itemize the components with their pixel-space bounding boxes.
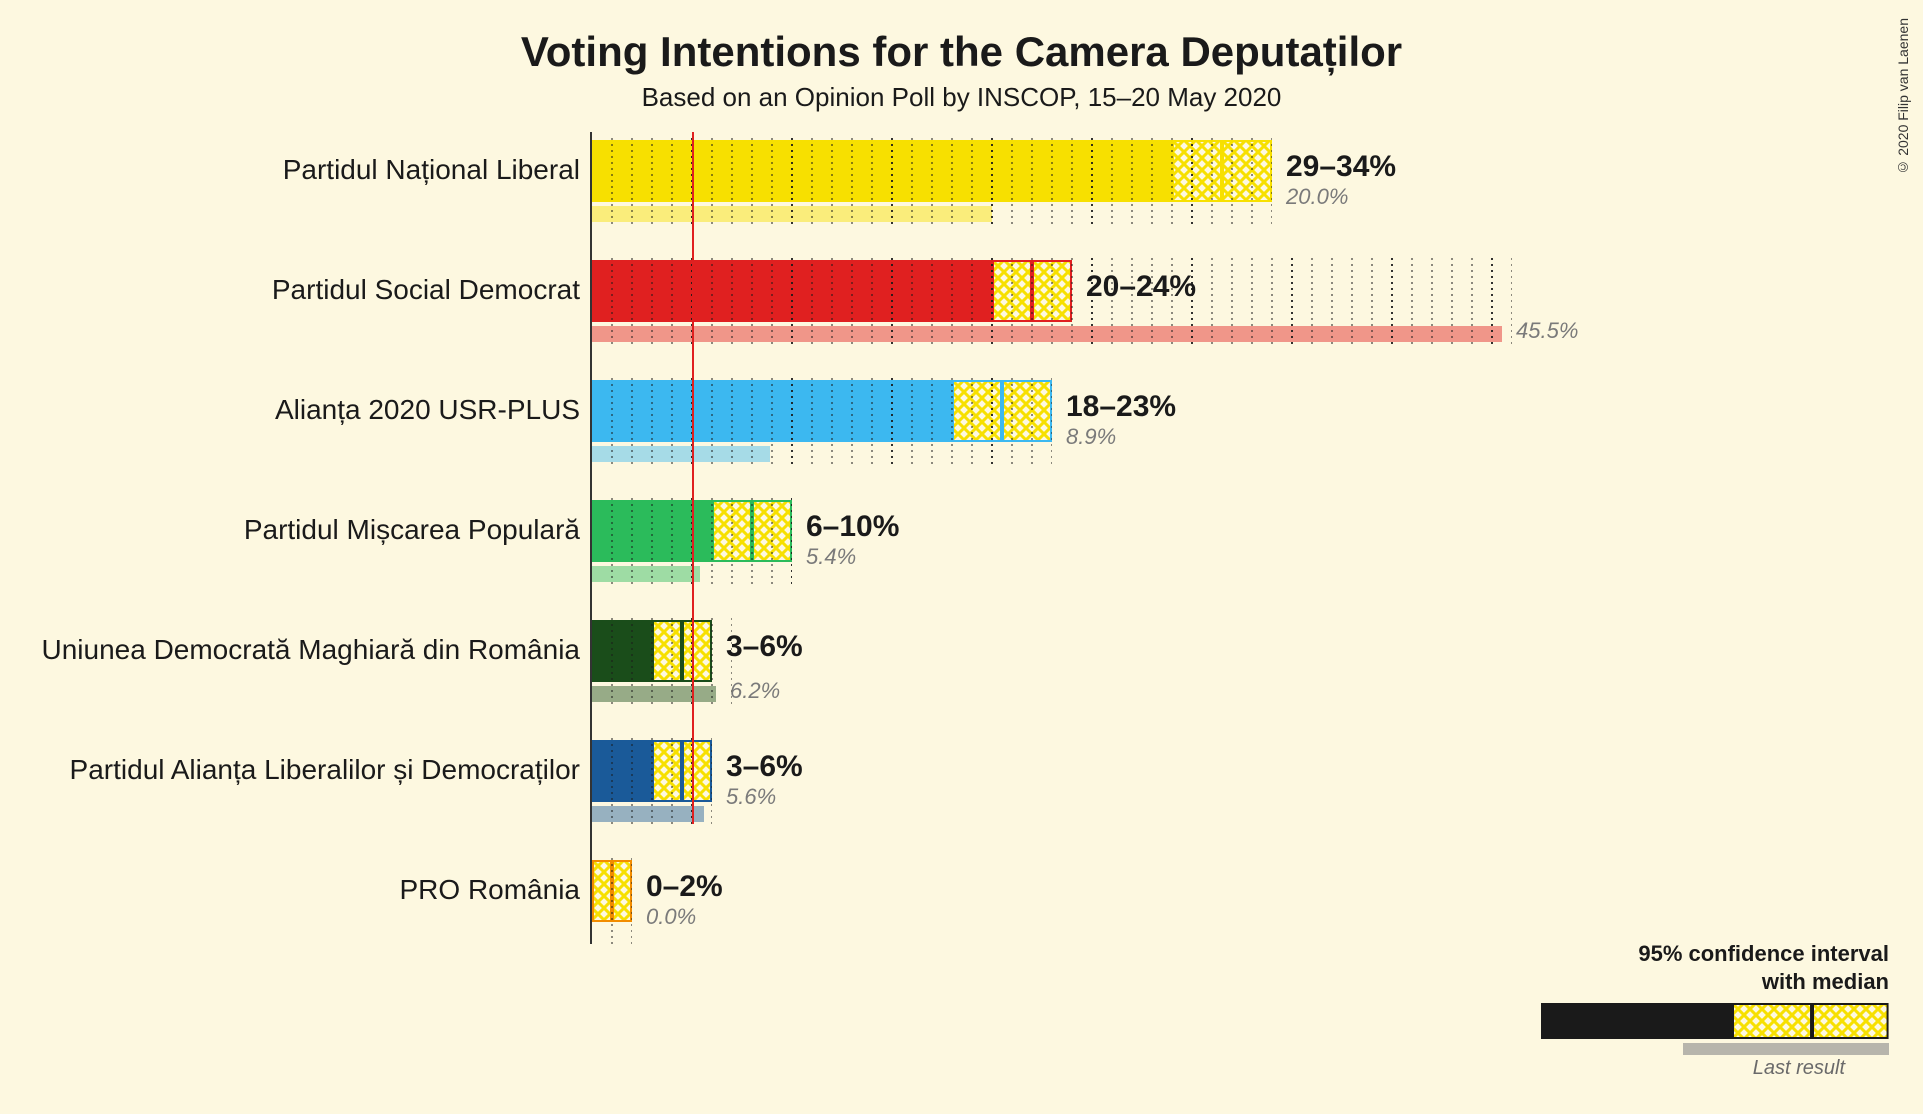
ci-bar-solid [592,380,952,442]
legend-ci-swatch [1541,1003,1889,1039]
last-result-label: 5.6% [726,784,776,810]
party-row: Partidul Alianța Liberalilor și Democraț… [0,732,1923,852]
last-result-label: 6.2% [730,678,780,704]
ci-bar-solid [592,140,1172,202]
legend-title: 95% confidence interval with median [1529,940,1889,995]
ci-bar-cross [592,860,612,922]
ci-bar-cross [712,500,752,562]
party-name: Partidul Alianța Liberalilor și Democraț… [70,754,580,786]
ci-bar [592,620,712,682]
range-label: 29–34% [1286,150,1396,184]
party-row: Partidul Social Democrat [0,252,1923,372]
party-name: PRO România [399,874,580,906]
legend-cross [1732,1003,1812,1039]
party-name: Partidul Național Liberal [283,154,580,186]
threshold-line [692,132,694,824]
party-name: Partidul Social Democrat [272,274,580,306]
ci-bar-cross [1172,140,1222,202]
range-label: 0–2% [646,870,723,904]
last-result-bar [592,566,700,582]
legend-diag [1812,1003,1889,1039]
legend-solid [1541,1003,1732,1039]
last-result-label: 45.5% [1516,318,1578,344]
ci-bar-diag [1032,260,1072,322]
ci-bar-diag [1222,140,1272,202]
last-result-bar [592,206,992,222]
range-label: 18–23% [1066,390,1176,424]
ci-bar-diag [682,620,712,682]
party-row: Alianța 2020 USR-PLUS 1 [0,372,1923,492]
legend: 95% confidence interval with median [1529,940,1889,1080]
party-name: Uniunea Democrată Maghiară din România [41,634,580,666]
ci-bar-cross [652,740,682,802]
ci-bar [592,260,1072,322]
ci-bar-diag [1002,380,1052,442]
party-name: Partidul Mișcarea Populară [244,514,580,546]
range-label: 20–24% [1086,270,1196,304]
ci-bar-cross [652,620,682,682]
ci-bar [592,860,632,922]
last-result-bar [592,326,1502,342]
ci-bar-diag [682,740,712,802]
ci-bar-solid [592,740,652,802]
range-label: 3–6% [726,630,803,664]
last-result-label: 8.9% [1066,424,1116,450]
ci-bar-cross [992,260,1032,322]
ci-bar-solid [592,620,652,682]
legend-last-label: Last result [1529,1057,1889,1080]
last-result-bar [592,686,716,702]
ci-bar [592,140,1272,202]
ci-bar [592,740,712,802]
last-result-label: 5.4% [806,544,856,570]
last-result-bar [592,806,704,822]
chart-area: Partidul Național Liberal [0,132,1923,1002]
ci-bar-diag [612,860,632,922]
last-result-label: 0.0% [646,904,696,930]
ci-bar-solid [592,260,992,322]
party-name: Alianța 2020 USR-PLUS [275,394,580,426]
last-result-bar [592,446,770,462]
ci-bar-diag [752,500,792,562]
party-row: Partidul Mișcarea Populară [0,492,1923,612]
party-row: Partidul Național Liberal [0,132,1923,252]
ci-bar-cross [952,380,1002,442]
legend-last-swatch [1683,1043,1889,1055]
chart-subtitle: Based on an Opinion Poll by INSCOP, 15–2… [0,76,1923,125]
ci-bar [592,380,1052,442]
party-row: Uniunea Democrată Maghiară din România [0,612,1923,732]
range-label: 6–10% [806,510,899,544]
last-result-label: 20.0% [1286,184,1348,210]
range-label: 3–6% [726,750,803,784]
chart-title: Voting Intentions for the Camera Deputaț… [0,0,1923,76]
ci-bar-solid [592,500,712,562]
